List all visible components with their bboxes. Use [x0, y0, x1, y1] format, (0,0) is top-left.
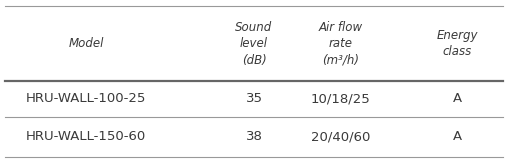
Text: 10/18/25: 10/18/25 [310, 92, 370, 105]
Text: 35: 35 [245, 92, 263, 105]
Text: HRU-WALL-100-25: HRU-WALL-100-25 [25, 92, 146, 105]
Text: Energy
class: Energy class [436, 29, 478, 58]
Text: Air flow
rate
(m³/h): Air flow rate (m³/h) [319, 21, 362, 67]
Text: A: A [453, 92, 462, 105]
Text: 38: 38 [245, 130, 263, 143]
Text: HRU-WALL-150-60: HRU-WALL-150-60 [25, 130, 146, 143]
Text: 20/40/60: 20/40/60 [311, 130, 370, 143]
Text: A: A [453, 130, 462, 143]
Text: Model: Model [69, 37, 104, 50]
Text: Sound
level
(dB): Sound level (dB) [235, 21, 273, 67]
